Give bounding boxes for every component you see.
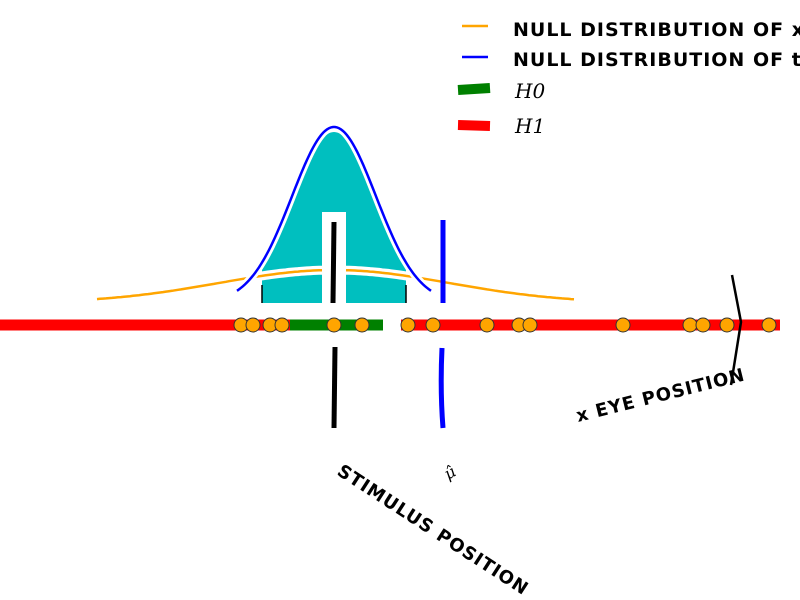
sample-points <box>233 317 777 333</box>
sample-point <box>326 317 342 333</box>
null-t-curve <box>236 125 432 292</box>
legend-swatch-h0 <box>457 83 491 95</box>
sample-point <box>479 317 495 333</box>
stimulus-position-label: STIMULUS POSITION <box>333 461 532 600</box>
sample-point <box>719 317 735 333</box>
sample-point <box>695 317 711 333</box>
legend: NULL DISTRIBUTION OF x NULL DISTRIBUTION… <box>457 19 800 138</box>
sample-point <box>761 317 777 333</box>
legend-label-null-x: NULL DISTRIBUTION OF x <box>513 19 800 41</box>
legend-label-null-t: NULL DISTRIBUTION OF t <box>513 49 800 71</box>
sample-point <box>682 317 698 333</box>
sample-point <box>522 317 538 333</box>
sample-point <box>274 317 290 333</box>
eye-position-arrow <box>729 274 743 386</box>
mu-hat-label: μ̂ <box>441 462 460 484</box>
stimulus-line-upper <box>330 221 337 304</box>
stimulus-line-lower <box>331 346 338 429</box>
sample-point <box>245 317 261 333</box>
sample-point <box>400 317 416 333</box>
legend-label-h1: H1 <box>514 114 545 138</box>
sample-point <box>615 317 631 333</box>
sample-point <box>354 317 370 333</box>
eye-position-label: x EYE POSITION <box>574 365 747 427</box>
mu-hat-line-lower <box>438 347 446 429</box>
sample-point <box>425 317 441 333</box>
legend-label-h0: H0 <box>514 79 545 103</box>
legend-swatch-h1 <box>457 120 491 131</box>
